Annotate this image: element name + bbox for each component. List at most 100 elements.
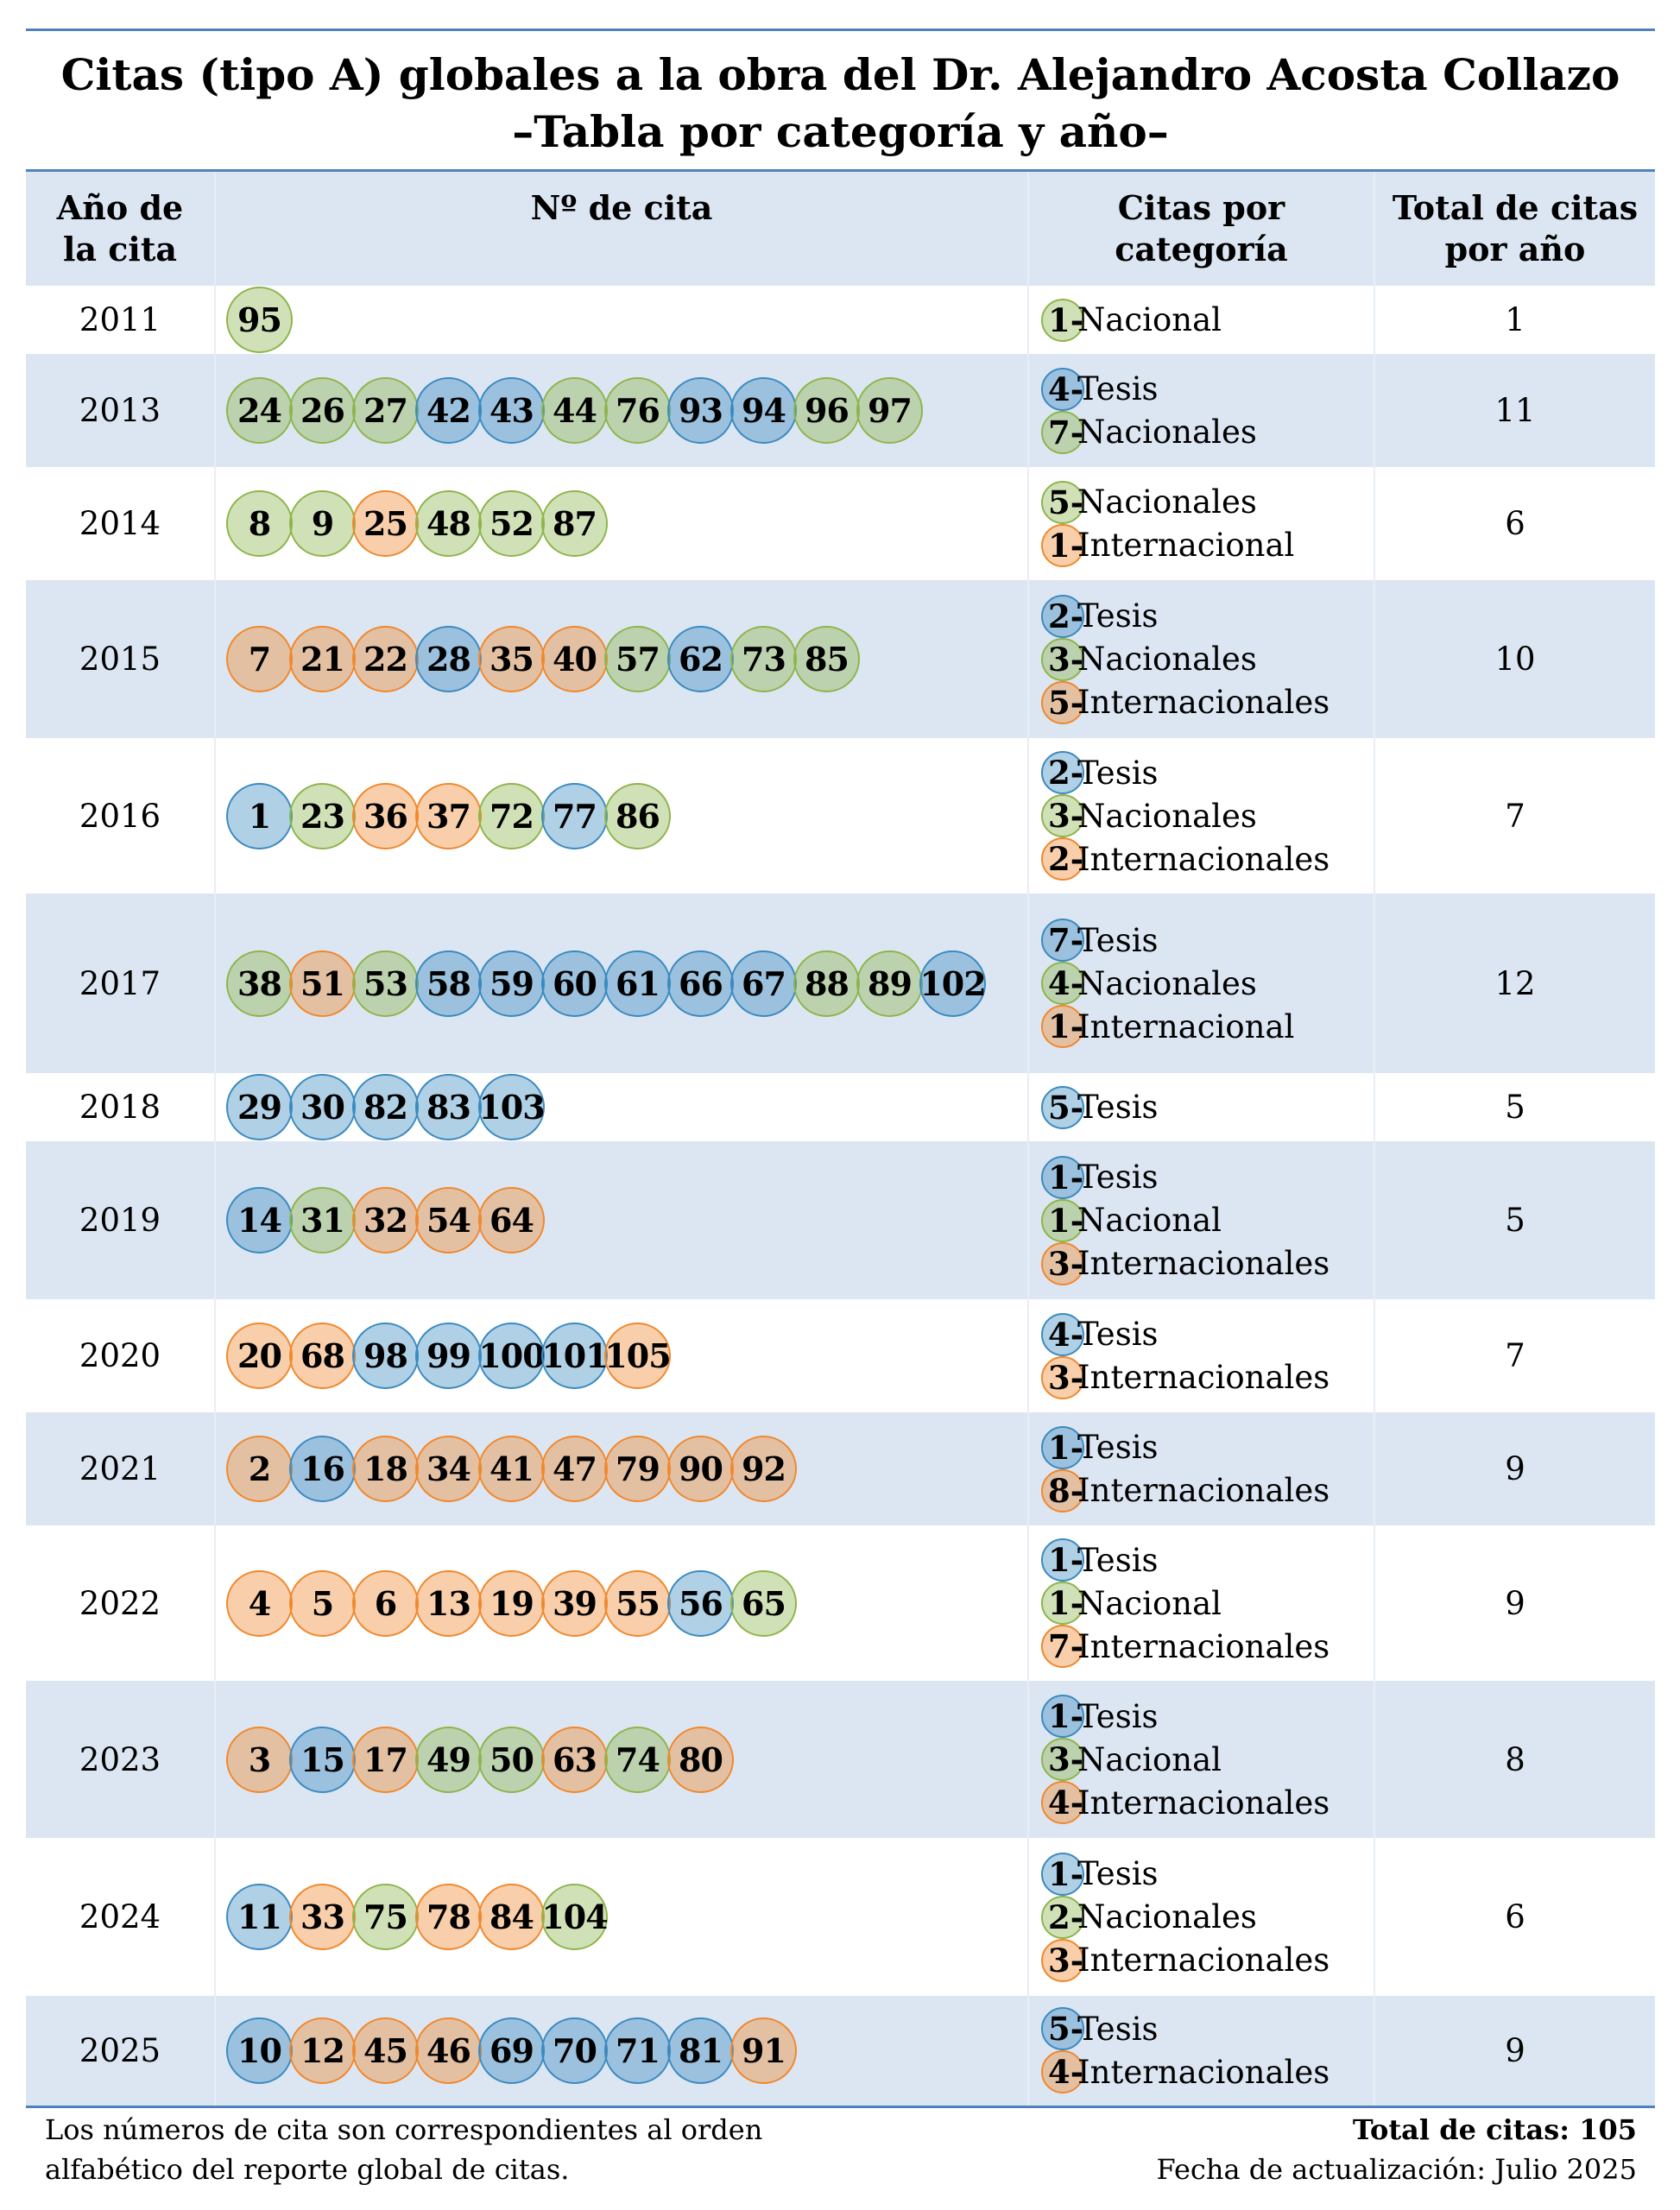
category: 1- Tesis — [1041, 1538, 1374, 1582]
category-count: 1- — [1041, 1695, 1084, 1738]
category-count: 4- — [1041, 1312, 1084, 1356]
category-cell: 5- Nacionales 1- Internacional — [1027, 467, 1374, 580]
category-label: Internacionales — [1077, 684, 1330, 721]
note-line: alfabético del reporte global de citas. — [45, 2153, 570, 2186]
citation-number: 50 — [478, 1726, 545, 1793]
category-count: 2- — [1041, 751, 1084, 794]
category-count: 3- — [1041, 1355, 1084, 1399]
category-label: Tesis — [1077, 754, 1159, 792]
column-header: Total de citas por año — [1374, 170, 1655, 286]
table-row: 2013 24 26 27 42 43 44 76 93 94 96 97 4- Tesis 7- Nacio… — [26, 354, 1655, 467]
category: 7- Internacionales — [1041, 1625, 1374, 1668]
category-count: 5- — [1041, 2007, 1084, 2051]
citation-cell: 7 21 22 28 35 40 57 62 73 85 — [214, 580, 1028, 738]
category-cell: 1- Nacional — [1027, 286, 1374, 354]
citation-number: 85 — [793, 626, 860, 692]
category-label: Nacional — [1077, 1202, 1222, 1239]
category: 1- Tesis — [1041, 1155, 1374, 1199]
category-count: 3- — [1041, 1938, 1084, 1982]
year-total: 12 — [1374, 893, 1655, 1073]
category: 7- Tesis — [1041, 919, 1374, 962]
category-count: 1- — [1041, 1538, 1084, 1582]
year: 2014 — [79, 505, 161, 542]
category-count: 3- — [1041, 637, 1084, 681]
citation-list: 24 26 27 42 43 44 76 93 94 96 97 — [216, 377, 986, 444]
year-total: 10 — [1374, 580, 1655, 738]
citation-number: 75 — [352, 1884, 419, 1950]
year-total: 6 — [1374, 467, 1655, 580]
citation-cell: 20 68 98 99 100 101 105 — [214, 1299, 1028, 1412]
citation-number: 56 — [667, 1569, 734, 1637]
category: 4- Tesis — [1041, 367, 1374, 411]
citation-number: 4 — [226, 1569, 293, 1637]
category: 2- Tesis — [1041, 594, 1374, 638]
citation-number: 92 — [730, 1436, 797, 1502]
note-line: Los números de cita son correspondientes… — [45, 2113, 763, 2146]
citation-number: 6 — [352, 1569, 419, 1637]
citation-number: 103 — [478, 1074, 546, 1140]
citation-number: 33 — [289, 1884, 356, 1950]
category-label: Nacionales — [1077, 483, 1257, 521]
category-cell: 5- Tesis 4- Internacionales — [1027, 1996, 1374, 2106]
category: 3- Internacionales — [1041, 1355, 1374, 1399]
category: 3- Nacionales — [1041, 637, 1374, 681]
category-label: Tesis — [1077, 1089, 1159, 1126]
citation-cell: 2 16 18 34 41 47 79 90 92 — [214, 1412, 1028, 1525]
table-row: 2019 14 31 32 54 64 1- Tesis 1- Nacional 3- Interna… — [26, 1141, 1655, 1299]
category-count: 1- — [1041, 1852, 1084, 1896]
title-line: –Tabla por categoría y año– — [512, 106, 1169, 157]
citation-list: 7 21 22 28 35 40 57 62 73 85 — [216, 626, 986, 692]
category: 8- Internacionales — [1041, 1468, 1374, 1512]
category-cell: 1- Tesis 8- Internacionales — [1027, 1412, 1374, 1525]
category-count: 1- — [1041, 298, 1084, 342]
citation-number: 19 — [478, 1569, 545, 1637]
category-label: Tesis — [1077, 1159, 1159, 1196]
category: 1- Nacional — [1041, 298, 1374, 342]
category-count: 7- — [1041, 1625, 1084, 1668]
citation-cell: 8 9 25 48 52 87 — [214, 467, 1028, 580]
column-header: Nº de cita — [214, 170, 1028, 286]
category-cell: 5- Tesis — [1027, 1073, 1374, 1141]
table-row: 2018 29 30 82 83 103 5- Tesis 5 — [26, 1073, 1655, 1141]
citation-cell: 1 23 36 37 72 77 86 — [214, 738, 1028, 893]
citation-list: 1 23 36 37 72 77 86 — [216, 782, 986, 849]
category: 2- Nacionales — [1041, 1895, 1374, 1939]
table-row: 2020 20 68 98 99 100 101 105 4- Tesis 3- Internacio… — [26, 1299, 1655, 1412]
citation-number: 2 — [226, 1436, 293, 1502]
citation-number: 78 — [415, 1884, 482, 1950]
citation-number: 66 — [667, 950, 734, 1017]
citation-list: 10 12 45 46 69 70 71 81 91 — [216, 2017, 986, 2084]
category-count: 1- — [1041, 1198, 1084, 1242]
citation-number: 1 — [226, 782, 293, 849]
category-label: Nacionales — [1077, 1898, 1257, 1935]
category-label: Nacionales — [1077, 797, 1257, 835]
citation-number: 52 — [478, 490, 545, 557]
category-label: Tesis — [1077, 597, 1159, 635]
category-label: Internacionales — [1077, 1784, 1330, 1822]
header-row: Año de la cita Nº de cita Citas por catego… — [26, 170, 1655, 286]
year: 2017 — [26, 893, 215, 1073]
citation-number: 102 — [919, 950, 987, 1017]
year-total: 1 — [1374, 286, 1655, 354]
table-row: 2022 4 5 6 13 19 39 55 56 65 1- Tesis 1- Nacional 7- In… — [26, 1525, 1655, 1681]
citation-list: 38 51 53 58 59 60 61 66 67 88 89 102 — [216, 950, 987, 1017]
citation-number: 18 — [352, 1436, 419, 1502]
citation-number: 44 — [541, 377, 608, 444]
citation-list: 8 9 25 48 52 87 — [216, 490, 986, 557]
citation-number: 87 — [541, 490, 608, 557]
citation-number: 60 — [541, 950, 608, 1017]
citation-number: 81 — [667, 2017, 734, 2084]
category: 3- Internacionales — [1041, 1938, 1374, 1982]
citation-number: 65 — [730, 1569, 797, 1637]
citation-number: 91 — [730, 2017, 797, 2084]
citation-cell: 24 26 27 42 43 44 76 93 94 96 97 — [214, 354, 1028, 467]
category: 4- Internacionales — [1041, 1781, 1374, 1824]
citation-list: 11 33 75 78 84 104 — [216, 1884, 986, 1950]
category-count: 3- — [1041, 794, 1084, 837]
citation-number: 63 — [541, 1726, 608, 1793]
category-label: Nacionales — [1077, 641, 1257, 678]
category-cell: 1- Tesis 2- Nacionales 3- Internacionales — [1027, 1838, 1374, 1996]
citation-number: 5 — [289, 1569, 356, 1637]
category-label: Tesis — [1077, 370, 1159, 407]
